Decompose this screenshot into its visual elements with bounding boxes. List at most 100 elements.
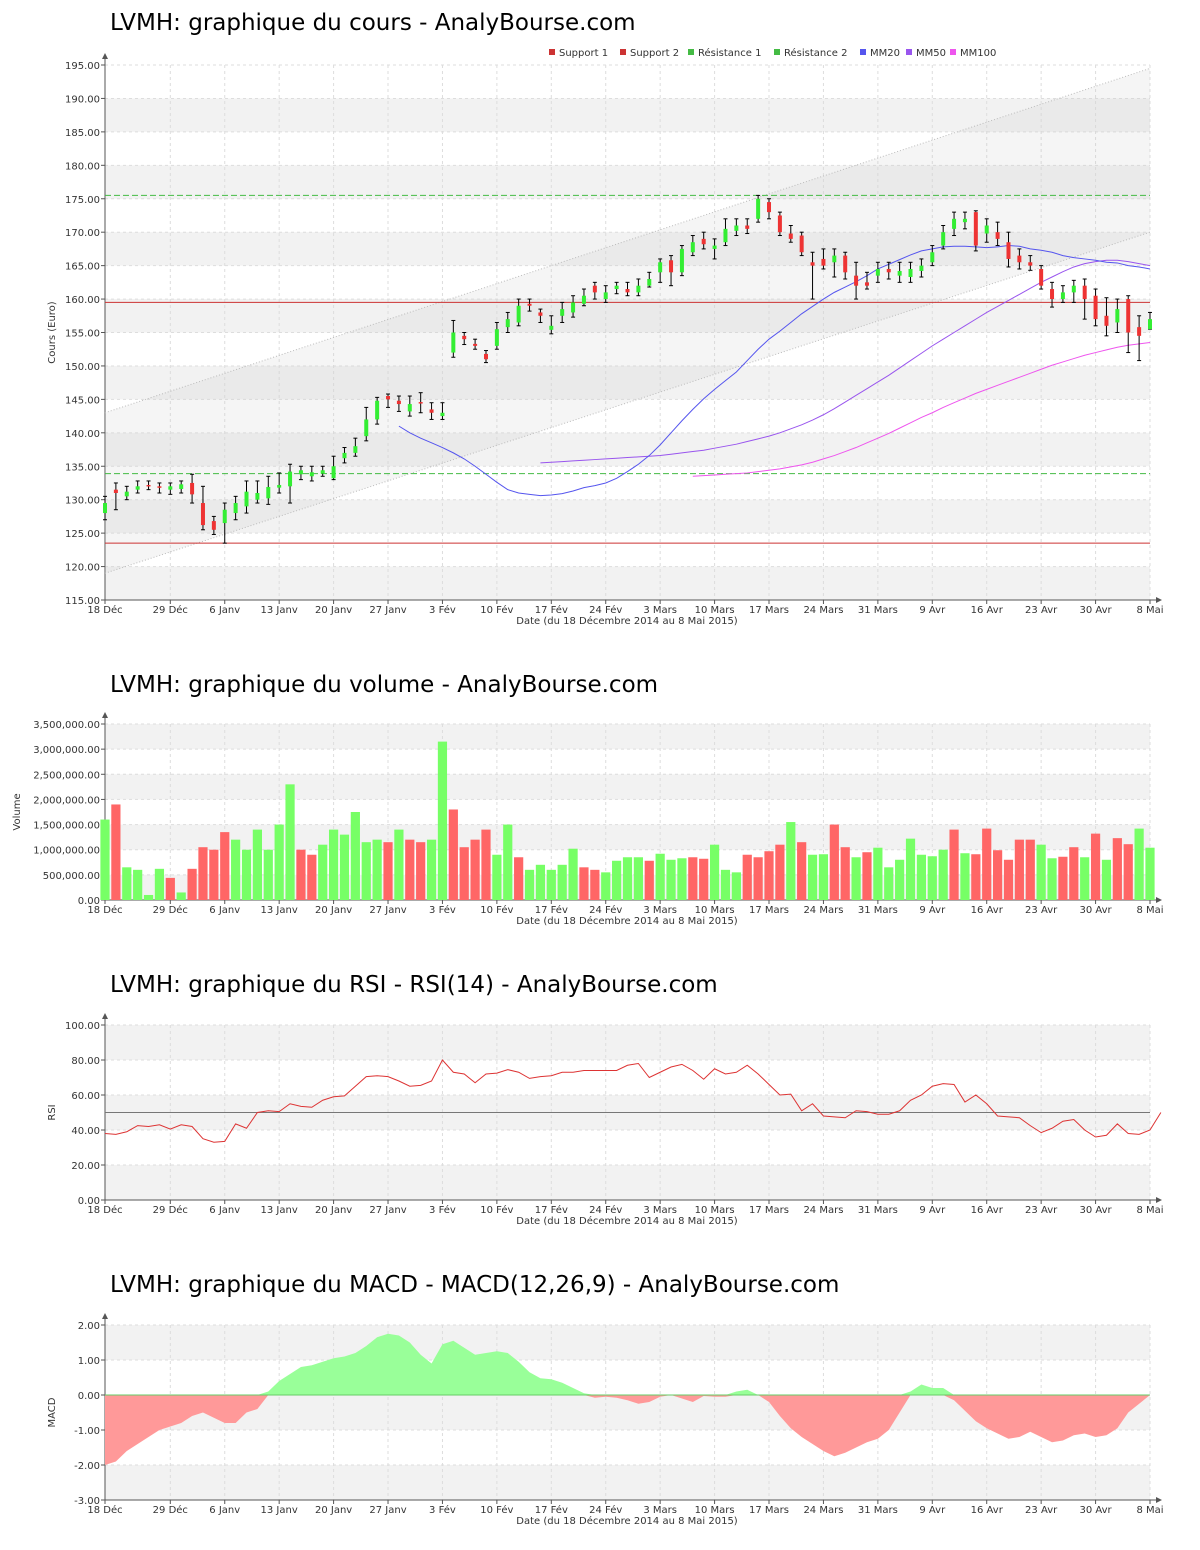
candle-body: [995, 232, 1000, 239]
candle: [930, 245, 935, 267]
candle: [875, 261, 880, 283]
price-y-tick-label: 150.00: [65, 362, 100, 373]
price-y-tick-label: 185.00: [65, 128, 100, 139]
candle-body: [864, 282, 869, 286]
candle: [222, 502, 227, 544]
volume-bar: [220, 832, 230, 900]
candle-body: [375, 400, 380, 420]
candle: [984, 218, 989, 243]
candle-body: [560, 309, 565, 316]
candle-body: [440, 412, 445, 417]
candle: [429, 402, 434, 420]
volume-bar: [938, 849, 948, 900]
candle-body: [320, 470, 325, 474]
candle: [1082, 278, 1087, 320]
rsi-x-tick-label: 9 Avr: [919, 1205, 946, 1216]
price-x-tick-label: 20 Janv: [315, 605, 352, 616]
candle: [103, 495, 107, 521]
macd-x-tick-label: 6 Janv: [209, 1505, 240, 1516]
candle: [135, 480, 140, 494]
volume-y-tick-label: 2,000,000.00: [33, 795, 100, 806]
volume-bar: [927, 856, 937, 900]
candle: [592, 281, 597, 300]
volume-bar: [644, 860, 654, 900]
price-x-axis-arrow: [1156, 597, 1162, 603]
volume-bar: [731, 872, 741, 900]
rsi-x-tick-label: 24 Fév: [589, 1204, 622, 1216]
candle-body: [712, 245, 717, 249]
volume-bar: [405, 839, 415, 900]
macd-x-tick-label: 30 Avr: [1079, 1505, 1112, 1516]
volume-bar: [590, 869, 600, 900]
volume-x-tick-label: 17 Fév: [535, 904, 568, 916]
candle: [777, 211, 782, 237]
candle: [571, 295, 576, 318]
macd-x-tick-label: 3 Mars: [643, 1505, 677, 1516]
volume-bar: [470, 839, 480, 900]
price-x-tick-label: 24 Fév: [589, 604, 622, 616]
candle: [1104, 297, 1109, 337]
volume-bar: [557, 864, 567, 900]
candle: [897, 261, 902, 283]
candle: [854, 261, 859, 300]
volume-bar: [884, 867, 894, 900]
volume-bar: [535, 864, 546, 900]
volume-bar: [328, 829, 339, 900]
rsi-y-tick-label: 20.00: [71, 1161, 100, 1172]
legend-entry: MM20: [870, 48, 900, 59]
macd-grid-band: [105, 1465, 1150, 1500]
candle: [364, 406, 369, 442]
volume-bar: [448, 809, 458, 900]
candle-body: [1028, 262, 1033, 266]
volume-bar: [339, 834, 350, 900]
volume-bar: [895, 859, 905, 900]
volume-bar: [1090, 833, 1101, 900]
macd-y-axis-label: MACD: [47, 1397, 58, 1427]
candle-body: [832, 255, 837, 263]
trend-channel-upper: [104, 67, 1151, 414]
candle-body: [647, 279, 652, 286]
price-y-tick-label: 190.00: [65, 94, 100, 105]
price-x-tick-label: 17 Fév: [535, 604, 568, 616]
volume-bar: [905, 838, 916, 900]
candle: [821, 248, 826, 270]
volume-x-tick-label: 31 Mars: [858, 905, 898, 916]
candle-body: [462, 335, 467, 340]
candle: [353, 437, 358, 457]
volume-bar: [209, 849, 219, 900]
volume-bar: [753, 857, 763, 900]
rsi-x-axis-label: Date (du 18 Décembre 2014 au 8 Mai 2015): [516, 1215, 738, 1227]
candle-body: [767, 202, 772, 213]
candle: [549, 315, 554, 335]
volume-bar: [1101, 859, 1112, 900]
legend-swatch: [549, 49, 555, 55]
candle-body: [930, 252, 935, 263]
candle: [331, 455, 336, 481]
trend-channel: [105, 68, 1150, 574]
price-y-axis-label: Cours (Euro): [47, 301, 58, 364]
volume-x-tick-label: 24 Fév: [589, 904, 622, 916]
rsi-y-axis-label: RSI: [47, 1104, 58, 1120]
candle: [375, 396, 380, 425]
volume-bar: [786, 822, 796, 900]
price-y-tick-label: 115.00: [65, 596, 100, 607]
candle: [1060, 285, 1065, 303]
price-x-axis-label: Date (du 18 Décembre 2014 au 8 Mai 2015): [516, 615, 738, 627]
macd-x-axis-label: Date (du 18 Décembre 2014 au 8 Mai 2015): [516, 1515, 738, 1527]
candle-body: [1115, 309, 1120, 323]
volume-x-tick-label: 3 Fév: [429, 904, 456, 916]
candle: [418, 392, 423, 414]
price-y-tick-label: 155.00: [65, 329, 100, 340]
volume-bar: [818, 854, 829, 900]
price-x-tick-label: 30 Avr: [1079, 605, 1112, 616]
rsi-chart: 0.00 20.00 40.00 60.00 80.00 100.00 18 Déc 29 D…: [47, 1013, 1164, 1227]
candle-body: [113, 489, 118, 493]
candle: [396, 395, 401, 412]
legend-entry: Résistance 1: [698, 47, 761, 59]
macd-x-tick-label: 18 Déc: [87, 1504, 122, 1516]
macd-negative-area: [105, 1395, 1150, 1465]
price-x-tick-label: 29 Déc: [153, 604, 188, 616]
volume-x-tick-label: 24 Mars: [803, 905, 843, 916]
candle-body: [810, 262, 815, 266]
candle-body: [1017, 255, 1022, 263]
